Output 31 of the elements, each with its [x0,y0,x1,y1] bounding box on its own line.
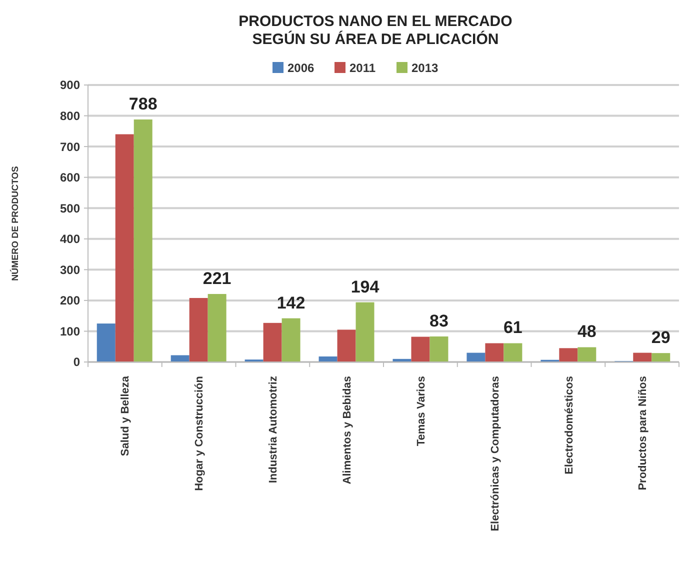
legend-label: 2013 [412,61,439,75]
data-label: 221 [202,268,232,288]
x-tick-label: Temas Varios [415,376,428,446]
x-tick-label: Salud y Belleza [119,375,132,456]
y-axis-title: NÚMERO DE PRODUCTOS [10,166,20,281]
data-label: 788 [128,94,158,114]
data-label: 83 [430,311,448,330]
data-label: 48 [577,322,596,342]
y-tick-label: 800 [60,108,80,123]
x-tick-label: Industria Automotriz [267,376,280,484]
chart-title: PRODUCTOS NANO EN EL MERCADO SEGÚN SU ÁREA DE APLICACIÓN [238,13,513,48]
y-tick-label: 0 [73,355,80,370]
y-tick-label: 100 [60,324,80,338]
data-label: 61 [503,318,522,338]
y-tick-label: 700 [60,140,80,154]
data-label: 194 [350,277,380,296]
x-tick-label: Electrónicas y Computadoras [489,376,502,532]
x-tick-label: Alimentos y Bebidas [341,376,354,484]
y-tick-label: 300 [60,262,80,277]
legend-label: 2006 [288,61,315,75]
data-label: 29 [651,328,670,348]
y-tick-label: 200 [60,294,80,308]
x-tick-label: Productos para Niños [637,376,650,490]
y-tick-label: 400 [60,232,80,246]
y-tick-label: 600 [60,170,80,185]
legend-label: 2011 [350,61,376,75]
y-tick-label: 500 [60,201,80,216]
y-tick-label: 900 [60,78,80,92]
data-label: 142 [276,293,306,312]
x-tick-label: Electrodomésticos [563,376,576,474]
x-tick-label: Hogar y Construcción [193,376,206,491]
